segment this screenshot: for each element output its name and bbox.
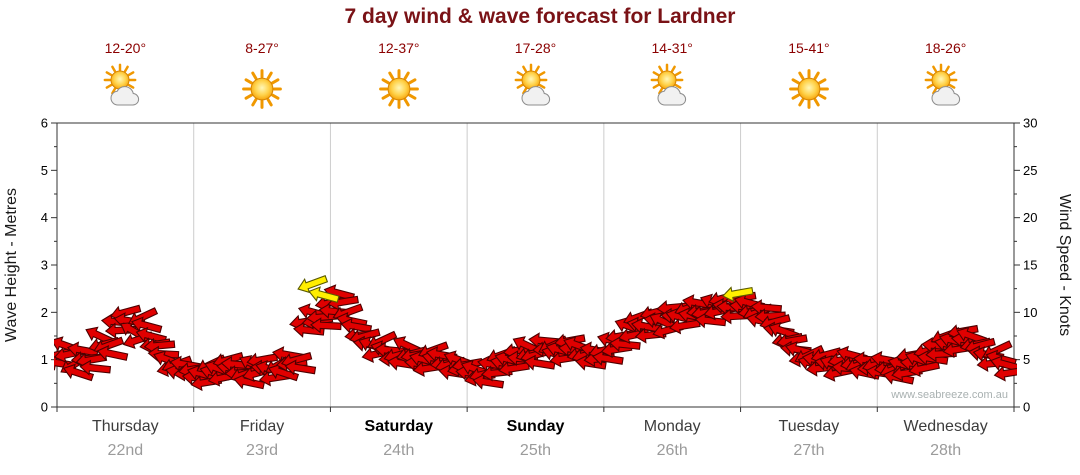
wind-arrow-series: [54, 275, 1017, 392]
partly-cloudy-icon: [514, 63, 550, 106]
y-right-tick-label: 15: [1023, 258, 1037, 273]
wind-arrow-icon: [79, 359, 112, 376]
wind-arrow-icon: [990, 355, 1017, 373]
day-temp: 12-37°: [378, 40, 420, 56]
y-left-tick-label: 6: [41, 116, 48, 131]
wind-arrow-icon: [340, 317, 373, 334]
day-date-label: 27th: [793, 442, 825, 459]
day-name-label: Friday: [239, 418, 285, 435]
day-name-label: Tuesday: [778, 418, 840, 435]
sunny-icon: [378, 69, 419, 109]
y-left-tick-label: 2: [41, 305, 48, 320]
day-temp: 8-27°: [245, 40, 279, 56]
day-temp: 17-28°: [514, 40, 557, 56]
wind-arrow-icon: [722, 286, 754, 303]
wind-arrow-icon: [308, 286, 340, 303]
y-right-tick-label: 25: [1023, 163, 1037, 178]
wind-arrow-icon: [993, 365, 1017, 382]
right-axis-title: Wind Speed - Knots: [1056, 193, 1073, 337]
day-temp: 18-26°: [924, 40, 967, 56]
y-right-tick-label: 30: [1023, 116, 1037, 131]
day-date-label: 28th: [930, 442, 962, 459]
watermark: www.seabreeze.com.au: [891, 389, 1008, 401]
y-right-tick-label: 10: [1023, 305, 1037, 320]
wind-arrow-icon: [131, 316, 163, 334]
y-right-tick-label: 5: [1023, 352, 1030, 367]
day-temp: 14-31°: [651, 40, 693, 56]
sunny-icon: [789, 69, 829, 109]
day-name-label: Sunday: [506, 418, 565, 435]
day-date-label: 26th: [656, 442, 688, 459]
y-left-tick-label: 1: [41, 352, 48, 367]
day-date-label: 25th: [519, 442, 552, 459]
day-name-label: Monday: [643, 418, 701, 435]
wind-arrow-icon: [96, 345, 129, 361]
sunny-icon: [242, 69, 282, 109]
y-right-tick-label: 20: [1023, 210, 1037, 225]
day-date-label: 24th: [383, 442, 415, 459]
wind-arrow-icon: [523, 354, 556, 371]
partly-cloudy-icon: [103, 63, 140, 106]
day-name-label: Thursday: [91, 418, 159, 435]
day-date-label: 23rd: [246, 442, 279, 459]
y-left-tick-label: 3: [41, 258, 48, 273]
page-title: 7 day wind & wave forecast for Lardner: [344, 5, 736, 28]
partly-cloudy-icon: [650, 63, 687, 106]
wind-arrow-icon: [62, 363, 95, 382]
y-left-tick-label: 0: [41, 400, 48, 415]
day-date-label: 22nd: [107, 442, 144, 459]
wind-arrow-icon: [309, 317, 342, 334]
left-axis-title: Wave Height - Metres: [3, 187, 20, 343]
y-right-tick-label: 0: [1023, 400, 1030, 415]
wind-arrow-icon: [284, 359, 317, 376]
day-name-label: Saturday: [364, 418, 434, 435]
day-temp: 12-20°: [104, 40, 147, 56]
wind-arrow-icon: [908, 361, 940, 378]
day-temp: 15-41°: [788, 40, 830, 56]
day-name-label: Wednesday: [903, 418, 988, 435]
partly-cloudy-icon: [924, 63, 960, 106]
y-left-tick-label: 5: [41, 163, 48, 178]
y-left-tick-label: 4: [41, 210, 48, 225]
